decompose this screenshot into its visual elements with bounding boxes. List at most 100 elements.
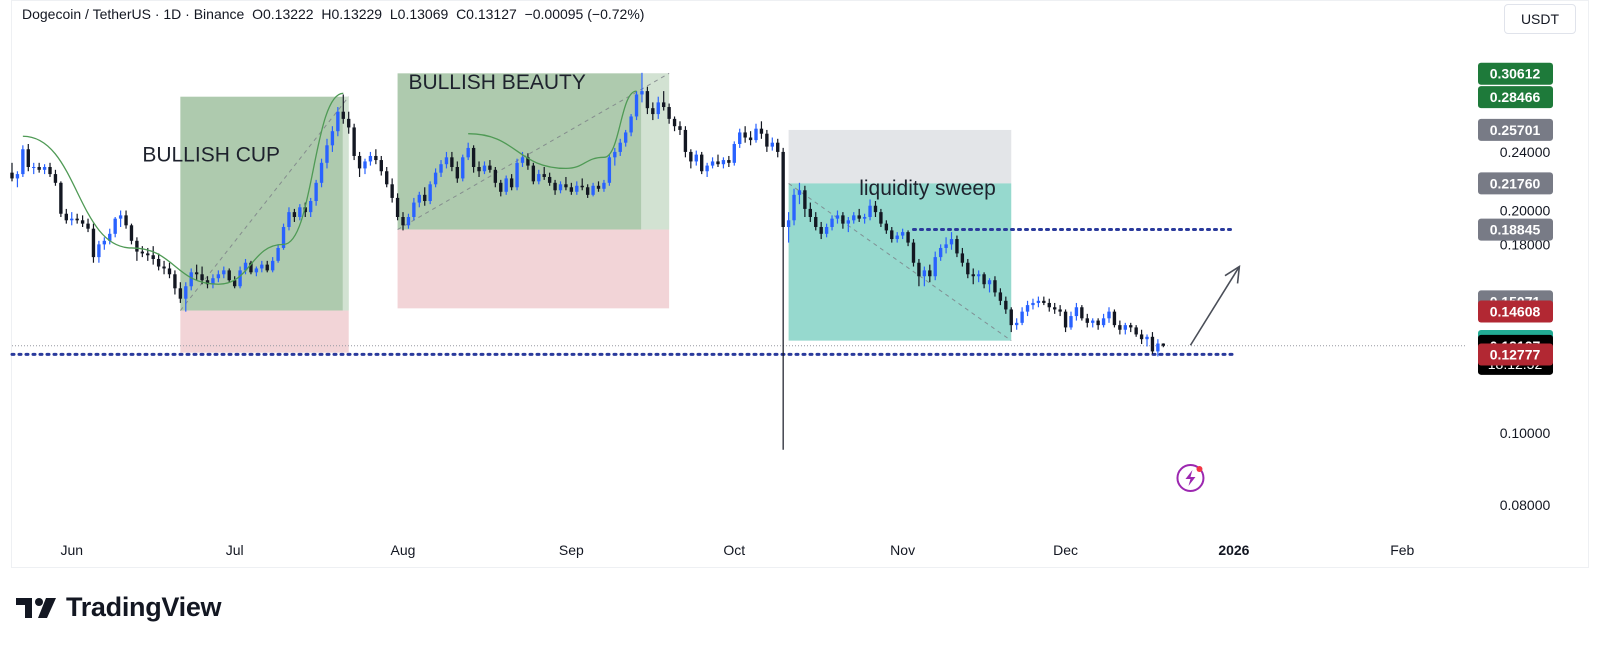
candle[interactable] xyxy=(32,162,36,175)
candle[interactable] xyxy=(640,72,644,103)
candle[interactable] xyxy=(830,215,834,231)
candle[interactable] xyxy=(227,268,231,283)
candle[interactable] xyxy=(135,237,139,261)
candle[interactable] xyxy=(987,278,992,293)
candle[interactable] xyxy=(884,220,889,234)
projection-arrow[interactable] xyxy=(1189,264,1241,346)
candle[interactable] xyxy=(938,244,943,261)
candle[interactable] xyxy=(645,86,650,115)
candle[interactable] xyxy=(477,161,481,177)
candle[interactable] xyxy=(80,215,85,227)
candle[interactable] xyxy=(591,182,595,197)
candle[interactable] xyxy=(309,197,313,218)
price-tag[interactable]: 0.14608 xyxy=(1478,300,1553,323)
candle[interactable] xyxy=(254,266,259,277)
candle[interactable] xyxy=(15,171,20,188)
candle[interactable] xyxy=(433,168,438,188)
candle[interactable] xyxy=(238,266,242,289)
loss-zone[interactable] xyxy=(180,310,349,353)
loss-zone[interactable] xyxy=(397,229,670,309)
candle[interactable] xyxy=(949,232,954,250)
candle[interactable] xyxy=(564,176,568,191)
candle[interactable] xyxy=(580,178,584,191)
candle[interactable] xyxy=(292,208,297,222)
candle[interactable] xyxy=(852,212,856,224)
candle[interactable] xyxy=(1085,313,1089,328)
target-zone[interactable] xyxy=(788,129,1012,184)
candle[interactable] xyxy=(933,251,937,281)
candle[interactable] xyxy=(118,210,123,227)
candle[interactable] xyxy=(75,213,79,224)
candle[interactable] xyxy=(232,276,237,289)
candle[interactable] xyxy=(803,185,807,218)
candle[interactable] xyxy=(1031,298,1035,310)
candle[interactable] xyxy=(797,182,802,205)
candle[interactable] xyxy=(526,153,530,170)
candle[interactable] xyxy=(482,161,487,175)
candle[interactable] xyxy=(243,258,248,275)
candle[interactable] xyxy=(319,158,324,188)
candle[interactable] xyxy=(368,151,373,166)
candle[interactable] xyxy=(504,175,508,195)
candle[interactable] xyxy=(70,212,74,226)
candle[interactable] xyxy=(754,123,758,143)
annotation-label[interactable]: BULLISH CUP xyxy=(142,143,280,166)
candle[interactable] xyxy=(781,147,785,450)
lightning-icon[interactable] xyxy=(1176,463,1205,492)
candle[interactable] xyxy=(857,208,861,222)
candle[interactable] xyxy=(471,145,476,173)
candle[interactable] xyxy=(42,164,47,175)
candle[interactable] xyxy=(1112,309,1117,328)
candle[interactable] xyxy=(770,137,774,151)
candle[interactable] xyxy=(819,221,823,240)
candle[interactable] xyxy=(928,264,932,283)
price-tag[interactable]: 0.25701 xyxy=(1478,118,1553,141)
candle[interactable] xyxy=(260,260,264,273)
candle[interactable] xyxy=(466,142,470,161)
candle[interactable] xyxy=(1107,307,1111,323)
candle[interactable] xyxy=(86,218,90,233)
candle[interactable] xyxy=(488,160,492,173)
candle[interactable] xyxy=(444,151,449,169)
candle[interactable] xyxy=(156,253,161,271)
candle[interactable] xyxy=(906,230,910,247)
candle[interactable] xyxy=(211,274,215,289)
candle[interactable] xyxy=(960,247,965,267)
candle[interactable] xyxy=(846,217,851,233)
candle[interactable] xyxy=(428,181,432,205)
candle[interactable] xyxy=(786,212,791,243)
candle[interactable] xyxy=(216,270,221,283)
candle[interactable] xyxy=(678,121,682,135)
candle[interactable] xyxy=(683,126,688,158)
candle[interactable] xyxy=(222,266,226,279)
candle[interactable] xyxy=(379,155,383,176)
candle[interactable] xyxy=(1047,298,1051,312)
candle[interactable] xyxy=(971,268,975,285)
candle[interactable] xyxy=(1080,305,1084,321)
candle[interactable] xyxy=(499,179,503,197)
candle[interactable] xyxy=(1036,296,1041,308)
candle[interactable] xyxy=(662,91,666,111)
tradingview-logo[interactable]: TradingView xyxy=(16,592,222,623)
candle[interactable] xyxy=(336,107,340,137)
candle[interactable] xyxy=(265,260,269,273)
candle[interactable] xyxy=(140,246,145,258)
candle[interactable] xyxy=(1004,296,1008,314)
candle[interactable] xyxy=(542,166,546,180)
candle[interactable] xyxy=(412,197,416,221)
candle[interactable] xyxy=(596,181,601,192)
candle[interactable] xyxy=(1058,305,1062,317)
candle[interactable] xyxy=(1118,320,1122,335)
candle[interactable] xyxy=(194,264,199,281)
candle[interactable] xyxy=(461,154,465,182)
annotation-label[interactable]: liquidity sweep xyxy=(859,177,996,200)
candle[interactable] xyxy=(1123,322,1127,335)
candle[interactable] xyxy=(189,268,193,291)
candle[interactable] xyxy=(1074,302,1079,321)
candle[interactable] xyxy=(173,270,177,295)
candle[interactable] xyxy=(835,210,840,224)
annotation-label[interactable]: BULLISH BEAUTY xyxy=(408,71,585,94)
candle[interactable] xyxy=(1161,343,1165,348)
